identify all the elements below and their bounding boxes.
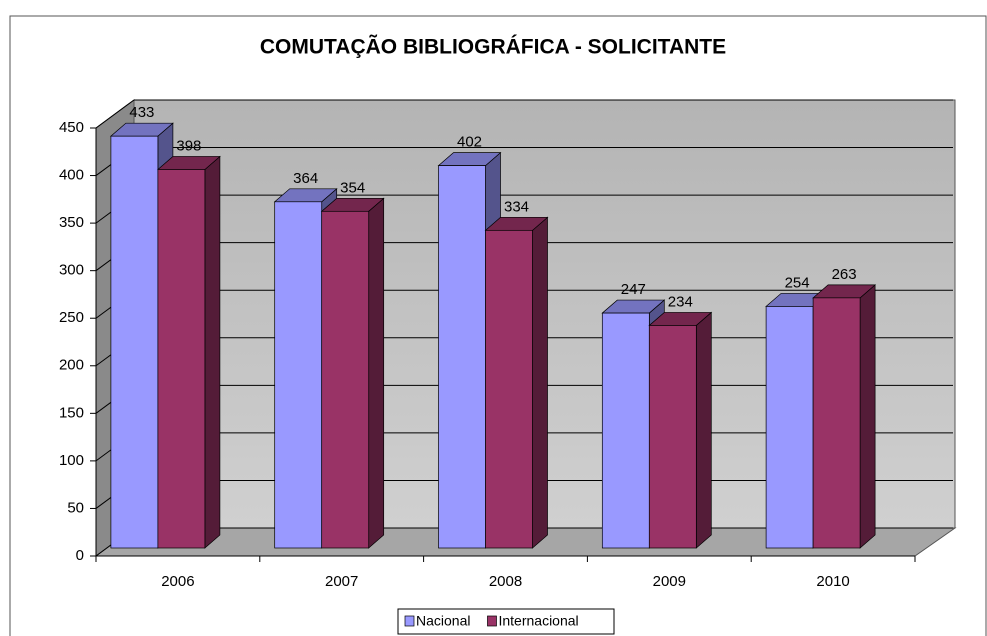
- bar-front: [765, 306, 814, 549]
- bar-front: [157, 169, 206, 549]
- bar-side: [859, 284, 876, 549]
- bar-front: [321, 210, 370, 549]
- data-label: 247: [621, 281, 646, 298]
- x-tick-label: 2007: [325, 573, 358, 590]
- y-tick-label: 300: [59, 262, 84, 279]
- x-tick-label: 2006: [161, 573, 194, 590]
- bar-front: [485, 229, 533, 549]
- y-tick-label: 450: [59, 119, 84, 136]
- bar: [156, 155, 221, 549]
- bar-front: [110, 135, 159, 549]
- legend-swatch: [404, 615, 415, 627]
- bar-side: [368, 197, 385, 549]
- bar-side: [695, 311, 712, 549]
- y-tick-label: 50: [67, 499, 84, 516]
- x-tick-label: 2008: [489, 573, 522, 590]
- bar: [648, 311, 713, 549]
- bar: [484, 216, 549, 549]
- legend-box: [397, 608, 615, 635]
- y-tick-label: 0: [76, 547, 84, 564]
- bar: [812, 284, 877, 549]
- data-label: 398: [176, 137, 201, 154]
- data-label: 334: [504, 198, 529, 215]
- bar-front: [648, 325, 697, 549]
- legend-swatch: [487, 615, 497, 627]
- data-label: 402: [457, 134, 482, 151]
- bar-side: [204, 155, 221, 549]
- bar-side: [532, 216, 548, 549]
- y-tick-label: 150: [59, 404, 84, 421]
- grid-line: [95, 99, 135, 129]
- legend-label: Internacional: [498, 613, 578, 629]
- bar-front: [274, 201, 323, 549]
- bar-front: [601, 312, 650, 549]
- y-tick-label: 350: [59, 214, 84, 231]
- data-label: 354: [340, 179, 365, 196]
- data-label: 433: [129, 104, 154, 121]
- data-label: 234: [668, 293, 693, 310]
- data-label: 364: [293, 170, 318, 187]
- data-label: 263: [832, 266, 857, 283]
- bar-front: [438, 165, 486, 549]
- legend: Nacional Internacional: [397, 608, 615, 635]
- x-tick-label: 2010: [816, 573, 849, 590]
- y-tick-label: 200: [59, 357, 84, 374]
- x-tick-label: 2009: [653, 573, 686, 590]
- bar: [320, 197, 385, 549]
- chart-title: COMUTAÇÃO BIBLIOGRÁFICA - SOLICITANTE: [260, 36, 726, 59]
- data-label: 254: [785, 274, 810, 291]
- bar-front: [812, 297, 861, 549]
- y-tick-label: 400: [59, 167, 84, 184]
- y-tick-label: 250: [59, 309, 84, 326]
- legend-label: Nacional: [416, 613, 470, 629]
- y-tick-label: 100: [59, 452, 84, 469]
